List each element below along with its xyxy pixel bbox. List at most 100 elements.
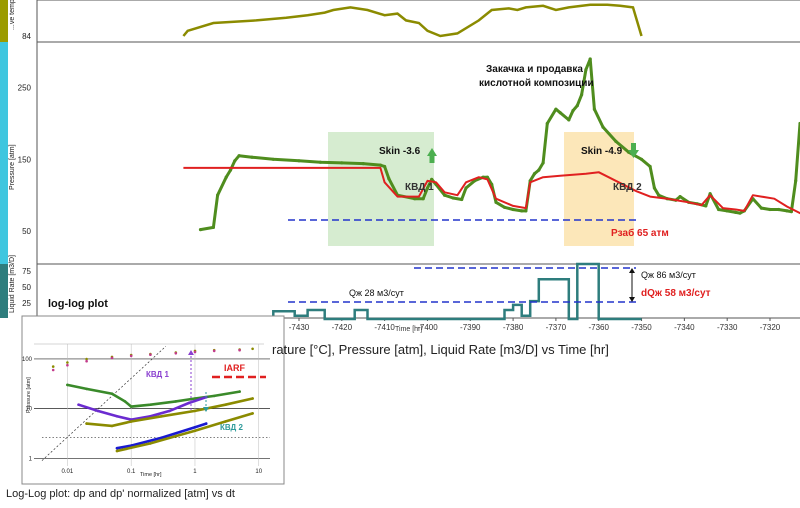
pressure-point-54 — [652, 186, 657, 190]
loglog-point-3-2 — [115, 415, 119, 418]
pressure-point-50 — [614, 139, 618, 143]
loglog-point-4-1 — [110, 424, 114, 428]
pressure-point-45 — [580, 93, 584, 97]
pressure-point-1 — [211, 225, 215, 229]
loglog-inset: 0.01 0.1 1 10 1 10 100 Pressure [atm] Time [hr… — [21, 315, 285, 485]
loglog-point-5-1 — [129, 444, 133, 447]
time-xlabel: Time [hr] — [395, 326, 422, 333]
rate-ytick-1: 50 — [22, 283, 31, 292]
time-tick-label-1: -7420 — [332, 323, 353, 332]
delta-q-arrow-head-up — [629, 268, 635, 273]
pressure-point-41 — [558, 111, 562, 115]
time-tick-label-8: -7350 — [631, 323, 652, 332]
loglog-line-6 — [115, 412, 254, 453]
pressure-point-52 — [639, 157, 644, 161]
loglog-point-4-0 — [85, 422, 88, 425]
loglog-point-3-5 — [168, 409, 171, 413]
loglog-iarf-label: IARF — [224, 363, 245, 373]
kvd1-label: КВД 1 — [405, 182, 434, 193]
loglog-ytick-0: 1 — [29, 456, 33, 462]
pressure-point-44 — [575, 104, 579, 108]
loglog-ytick-2: 100 — [22, 357, 33, 363]
loglog-point-2-0 — [66, 383, 69, 387]
pressure-point-0 — [198, 228, 203, 232]
kvd1-region — [328, 132, 434, 246]
loglog-line-3 — [77, 395, 208, 421]
kvd2-label: КВД 2 — [613, 182, 642, 193]
pressure-point-23 — [451, 196, 455, 200]
rate-ytick-0: 25 — [22, 299, 31, 308]
time-tick-label-6: -7370 — [546, 323, 567, 332]
loglog-point-0-1 — [66, 361, 69, 364]
skin1-up-arrow-icon — [427, 148, 437, 163]
loglog-xlabel: Time [hr] — [140, 472, 162, 478]
loglog-point-6-2 — [174, 434, 178, 438]
time-tick-label-0: -7430 — [289, 323, 310, 332]
injection-label-line1: Закачка и продавка — [486, 64, 583, 75]
loglog-xtick-1: 0.1 — [127, 469, 136, 475]
loglog-point-1-1 — [66, 363, 69, 367]
pressure-point-5 — [233, 159, 237, 163]
loglog-point-2-3 — [123, 400, 127, 403]
pressure-point-30 — [494, 200, 498, 204]
rate-series — [251, 262, 642, 321]
annotations: Skin -3.6 КВД 1 Закачка и продавка кисло… — [349, 64, 711, 299]
loglog-xtick-2: 1 — [193, 469, 197, 475]
loglog-xtick-3: 10 — [255, 469, 262, 475]
injection-label-line2: кислотной композиции — [479, 78, 594, 89]
pressure-point-55 — [657, 193, 661, 197]
delta-q-arrow-head-down — [629, 297, 635, 302]
kvd2-ll-arrow-head — [203, 407, 209, 412]
pressure-point-11 — [340, 161, 344, 165]
loglog-point-5-4 — [204, 422, 208, 425]
pressure-point-72 — [785, 209, 789, 213]
loglog-point-3-6 — [187, 401, 191, 405]
pressure-ytick-0: 50 — [22, 227, 31, 236]
pressure-point-40 — [554, 107, 558, 111]
pressure-ylabel: Pressure [atm] — [9, 144, 16, 190]
loglog-point-3-0 — [77, 403, 80, 407]
skin2-label: Skin -4.9 — [581, 146, 623, 157]
rate-ytick-2: 75 — [22, 267, 31, 276]
loglog-ticks: 0.01 0.1 1 10 1 10 100 — [22, 357, 263, 475]
pressure-point-13 — [378, 163, 382, 167]
pressure-point-3 — [224, 175, 228, 179]
pressure-point-66 — [738, 211, 742, 215]
pressure-point-4 — [228, 168, 233, 172]
time-tick-label-5: -7380 — [503, 323, 524, 332]
loglog-point-3-1 — [96, 409, 100, 413]
time-xticks: -7430 -7420 -7410 -7400 -7390 -7380 -7370 -7360… — [289, 318, 781, 332]
temperature-line-0 — [182, 3, 643, 38]
loglog-point-1-3 — [110, 356, 114, 360]
pressure-point-34 — [524, 209, 528, 213]
main-chart-caption: rature [°C], Pressure [atm], Liquid Rate… — [272, 342, 609, 357]
loglog-point-2-4 — [129, 405, 133, 408]
rate-line-0 — [251, 262, 642, 321]
pressure-point-39 — [545, 121, 549, 126]
loglog-kvd2-label: КВД 2 — [220, 423, 243, 432]
pressure-point-42 — [567, 118, 571, 122]
pressure-point-33 — [520, 209, 524, 213]
pressure-point-43 — [571, 109, 575, 113]
time-tick-label-7: -7360 — [588, 323, 609, 332]
pressure-point-73 — [789, 210, 794, 214]
loglog-point-4-4 — [193, 409, 197, 413]
loglog-point-6-1 — [149, 442, 152, 445]
loglog-point-6-0 — [115, 449, 119, 453]
loglog-point-1-0 — [51, 368, 55, 372]
temperature-axis-strip — [0, 0, 8, 42]
loglog-point-6-3 — [193, 429, 197, 433]
pressure-point-47 — [588, 57, 592, 61]
pressure-point-18 — [421, 197, 425, 201]
loglog-point-1-7 — [193, 350, 197, 354]
pressure-point-63 — [717, 207, 721, 212]
loglog-point-2-1 — [85, 387, 88, 391]
loglog-kvd1-label: КВД 1 — [146, 370, 169, 379]
pressure-point-10 — [318, 160, 322, 164]
loglog-point-2-6 — [174, 400, 178, 403]
loglog-series — [51, 347, 254, 453]
pressure-point-49 — [601, 125, 605, 129]
pressure-point-6 — [237, 154, 241, 158]
pressure-point-38 — [541, 161, 545, 165]
